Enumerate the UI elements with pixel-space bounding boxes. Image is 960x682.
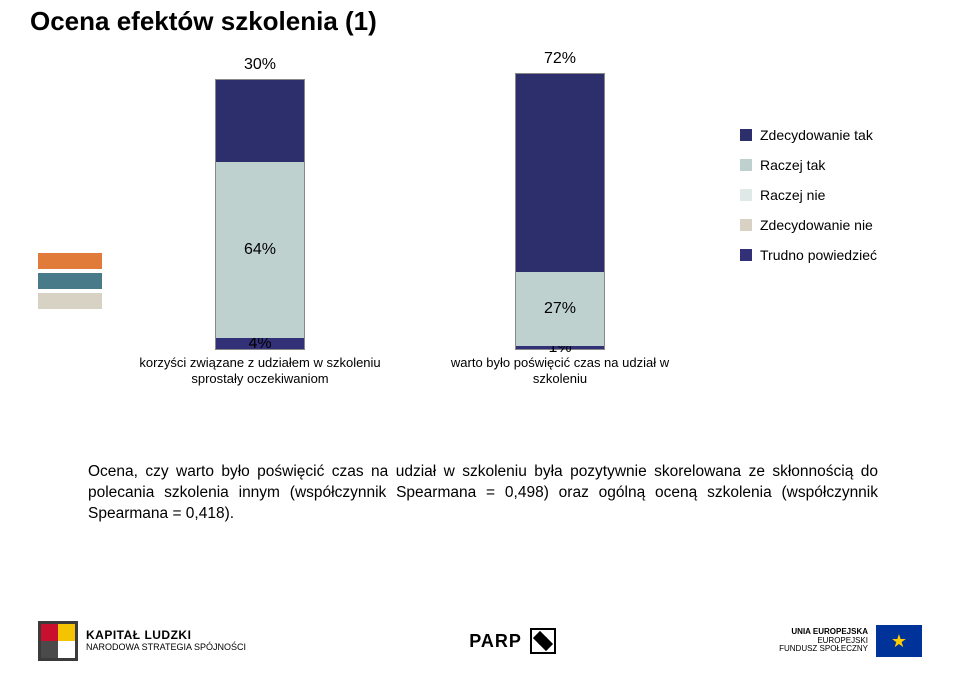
- segment-label: 30%: [216, 56, 304, 74]
- legend-item: Raczej tak: [740, 157, 877, 173]
- chart-x-axis: korzyści związane z udziałem w szkoleniu…: [110, 355, 710, 388]
- legend-swatch: [740, 129, 752, 141]
- legend-label: Raczej nie: [760, 187, 825, 203]
- legend-label: Trudno powiedzieć: [760, 247, 877, 263]
- bar-segment: 27%: [516, 272, 604, 346]
- kapital-line1: KAPITAŁ LUDZKI: [86, 629, 246, 642]
- strip-row: [38, 273, 102, 289]
- parp-label: PARP: [469, 631, 522, 652]
- x-axis-label: korzyści związane z udziałem w szkoleniu…: [130, 355, 390, 388]
- segment-label: 64%: [216, 241, 304, 259]
- legend-swatch: [740, 189, 752, 201]
- footer-logos: KAPITAŁ LUDZKI NARODOWA STRATEGIA SPÓJNO…: [0, 612, 960, 682]
- legend-item: Zdecydowanie tak: [740, 127, 877, 143]
- segment-label: 27%: [516, 300, 604, 318]
- description-text: Ocena, czy warto było poświęcić czas na …: [88, 462, 878, 525]
- chart-plot-area: 4% 64% 30% 1% 27% 72%: [110, 75, 710, 350]
- kapital-ludzki-logo: KAPITAŁ LUDZKI NARODOWA STRATEGIA SPÓJNO…: [38, 621, 246, 661]
- strip-row: [38, 253, 102, 269]
- kapital-quadrant: [41, 641, 58, 658]
- legend-swatch: [740, 249, 752, 261]
- bar-stack: 4% 64% 30%: [215, 79, 305, 351]
- x-axis-label: warto było poświęcić czas na udział w sz…: [430, 355, 690, 388]
- bar-segment: 64%: [216, 162, 304, 338]
- bar-segment: 4%: [216, 338, 304, 349]
- legend-swatch: [740, 219, 752, 231]
- bar-stack: 1% 27% 72%: [515, 73, 605, 350]
- page-title: Ocena efektów szkolenia (1): [30, 6, 377, 37]
- legend-swatch: [740, 159, 752, 171]
- bar-segment: 1%: [516, 346, 604, 349]
- kapital-quadrant: [41, 624, 58, 641]
- strip-row: [38, 293, 102, 309]
- chart-container: 4% 64% 30% 1% 27% 72% korzyści związane z udz…: [30, 65, 930, 405]
- kapital-text: KAPITAŁ LUDZKI NARODOWA STRATEGIA SPÓJNO…: [86, 629, 246, 652]
- legend-item: Raczej nie: [740, 187, 877, 203]
- legend-label: Zdecydowanie nie: [760, 217, 873, 233]
- legend-item: Zdecydowanie nie: [740, 217, 877, 233]
- legend-label: Raczej tak: [760, 157, 825, 173]
- parp-icon: [530, 628, 556, 654]
- legend-label: Zdecydowanie tak: [760, 127, 873, 143]
- eu-logo: UNIA EUROPEJSKA EUROPEJSKI FUNDUSZ SPOŁE…: [779, 625, 922, 657]
- kapital-quadrant: [58, 624, 75, 641]
- eu-flag-icon: ★: [876, 625, 922, 657]
- bar-segment: 72%: [516, 74, 604, 272]
- chart-legend: Zdecydowanie tak Raczej tak Raczej nie Zdec…: [740, 127, 877, 277]
- chart-bar: 4% 64% 30%: [215, 75, 305, 350]
- eu-text: UNIA EUROPEJSKA EUROPEJSKI FUNDUSZ SPOŁE…: [779, 628, 868, 654]
- kapital-line2: NARODOWA STRATEGIA SPÓJNOŚCI: [86, 643, 246, 653]
- legend-item: Trudno powiedzieć: [740, 247, 877, 263]
- kapital-quadrant: [58, 641, 75, 658]
- eu-line3: FUNDUSZ SPOŁECZNY: [779, 645, 868, 654]
- parp-logo: PARP: [469, 628, 556, 654]
- decorative-left-strip: [38, 253, 102, 313]
- segment-label: 72%: [516, 50, 604, 68]
- kapital-icon: [38, 621, 78, 661]
- chart-bar: 1% 27% 72%: [515, 75, 605, 350]
- bar-segment: 30%: [216, 80, 304, 163]
